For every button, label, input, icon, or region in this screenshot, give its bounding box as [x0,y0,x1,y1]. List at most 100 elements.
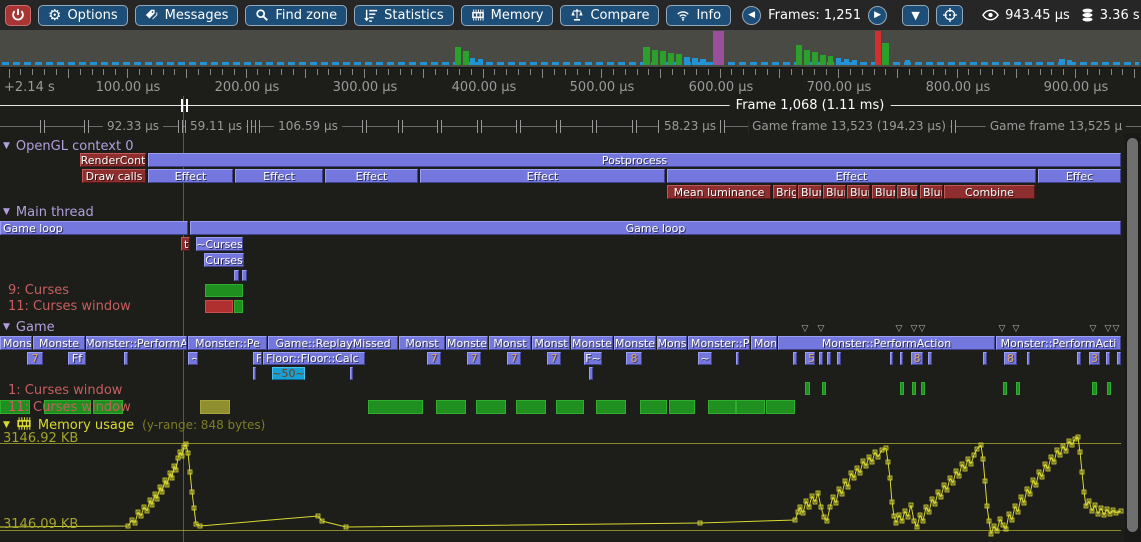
frame-time-bar[interactable] [463,51,469,65]
lock-region[interactable] [766,400,795,414]
lock-region[interactable] [596,400,626,414]
zone-brigh[interactable]: Brigh [773,185,797,199]
collapse-triangle-icon[interactable]: ▼ [3,141,10,151]
lock-region[interactable] [1092,382,1097,395]
frame-time-bar[interactable] [1067,60,1072,65]
zone-8[interactable]: 8 [626,352,642,365]
frame-time-bar[interactable] [676,54,682,65]
zone-bar[interactable] [900,352,903,365]
zone-8[interactable]: 8 [1004,352,1017,365]
lock-region[interactable] [900,382,904,395]
zone-monster-performaction[interactable]: Monster::PerformAction [778,336,995,350]
zone-bar[interactable] [242,270,247,281]
zone--curses[interactable]: ~Curses [196,237,243,251]
zone-monster-pe[interactable]: Monster::Pe [188,336,267,350]
collapse-triangle-icon[interactable]: ▼ [3,420,10,430]
toolbar-button-info[interactable]: Info [666,4,732,26]
lock-region[interactable] [1016,382,1020,395]
frames-prev-button[interactable]: ◀ [742,5,762,25]
frame-time-bar[interactable] [882,43,889,65]
frame-histogram[interactable] [0,30,1141,68]
zone-3[interactable]: 3 [1089,352,1100,365]
zone-7[interactable]: 7 [507,352,521,365]
zone-monste[interactable]: Monste [446,336,488,350]
zone-bar[interactable] [124,352,128,365]
zone-bar[interactable] [793,352,797,365]
frame-time-bar[interactable] [692,58,698,65]
toolbar-button-find-zone[interactable]: Find zone [245,4,348,26]
zone--[interactable]: ~ [188,352,198,365]
zone-curses[interactable]: Curses [204,253,244,267]
power-button[interactable] [5,4,31,26]
zone-bar[interactable] [819,352,823,365]
zone-monste[interactable]: Monste [33,336,85,350]
zone-blur[interactable]: Blur [872,185,896,199]
collapse-triangle-icon[interactable]: ▼ [3,207,10,217]
lock-region[interactable] [822,382,826,395]
zone-bar[interactable] [350,367,353,380]
zone-bar[interactable] [928,352,932,365]
zone-bar[interactable] [589,367,593,380]
zone-monster-performa[interactable]: Monster::PerformA [86,336,187,350]
zone-monster-performacti[interactable]: Monster::PerformActi [996,336,1121,350]
zone-game-loop[interactable]: Game loop [0,221,188,235]
zone-bar[interactable] [1077,352,1081,365]
zone-f[interactable]: F [253,352,262,365]
toolbar-button-messages[interactable]: Messages [134,4,239,26]
zone-game-replaymissed[interactable]: Game::ReplayMissed [268,336,398,350]
zone-bar[interactable] [736,352,739,365]
lock-region[interactable] [44,400,91,414]
zone-floor-floor-calc[interactable]: Floor::Floor::Calc [263,352,365,365]
frame-time-bar[interactable] [852,60,857,65]
zone-effec[interactable]: Effec [1038,169,1121,183]
lock-region[interactable] [205,300,233,313]
zone-f-[interactable]: F~ [584,352,602,365]
zone-bar[interactable] [827,352,831,365]
zone-monster-pe[interactable]: Monster::Pe [688,336,750,350]
zone-7[interactable]: 7 [467,352,481,365]
zone-bar[interactable] [1027,352,1030,365]
lock-region[interactable] [640,400,667,414]
lock-region[interactable] [1107,382,1111,395]
zone-7[interactable]: 7 [27,352,43,365]
zone-bar[interactable] [1106,352,1110,365]
toolbar-button-compare[interactable]: Compare [560,4,660,26]
toolbar-button-memory[interactable]: Memory [460,4,554,26]
zone-mean-luminance[interactable]: Mean luminance [667,185,771,199]
zone-monste[interactable]: Monste [0,336,32,350]
lock-region[interactable] [669,400,695,414]
frame-time-bar[interactable] [844,59,849,65]
lock-region[interactable] [205,284,243,297]
zone-game-loop[interactable]: Game loop [190,221,1121,235]
zone-monst[interactable]: Monst [532,336,570,350]
zone--50-[interactable]: ~50~ [272,367,305,380]
zone-bar[interactable] [234,270,239,281]
frame-time-bar[interactable] [478,59,483,65]
lock-region[interactable] [93,400,123,414]
frame-time-bar[interactable] [796,45,802,65]
zone-blur[interactable]: Blur [847,185,870,199]
current-frame-label[interactable]: Frame 1,068 (1.11 ms) [729,98,891,113]
frames-next-button[interactable]: ▶ [868,5,888,25]
frames-dropdown-button[interactable]: ▼ [902,4,930,26]
zone-effect[interactable]: Effect [235,169,323,183]
frame-time-bar[interactable] [713,31,724,65]
vertical-scrollbar[interactable] [1124,133,1141,542]
zone-effect[interactable]: Effect [420,169,665,183]
zone-blur[interactable]: Blur [920,185,943,199]
lock-region[interactable] [1003,382,1007,395]
toolbar-button-statistics[interactable]: Statistics [354,4,454,26]
frame-time-bar[interactable] [643,47,650,65]
frame-time-bar[interactable] [660,51,666,65]
zone-monste[interactable]: Monste [614,336,656,350]
lock-region[interactable] [556,400,584,414]
zone-ti[interactable]: ti [181,237,190,251]
lock-region[interactable] [921,382,925,395]
frame-time-bar[interactable] [804,50,810,65]
zone-bar[interactable] [253,367,256,380]
frame-time-bar[interactable] [652,50,658,65]
zone-ff[interactable]: Ff [68,352,86,365]
lock-region[interactable] [805,382,810,395]
zone-bar[interactable] [837,352,841,365]
frame-time-bar[interactable] [905,60,910,65]
